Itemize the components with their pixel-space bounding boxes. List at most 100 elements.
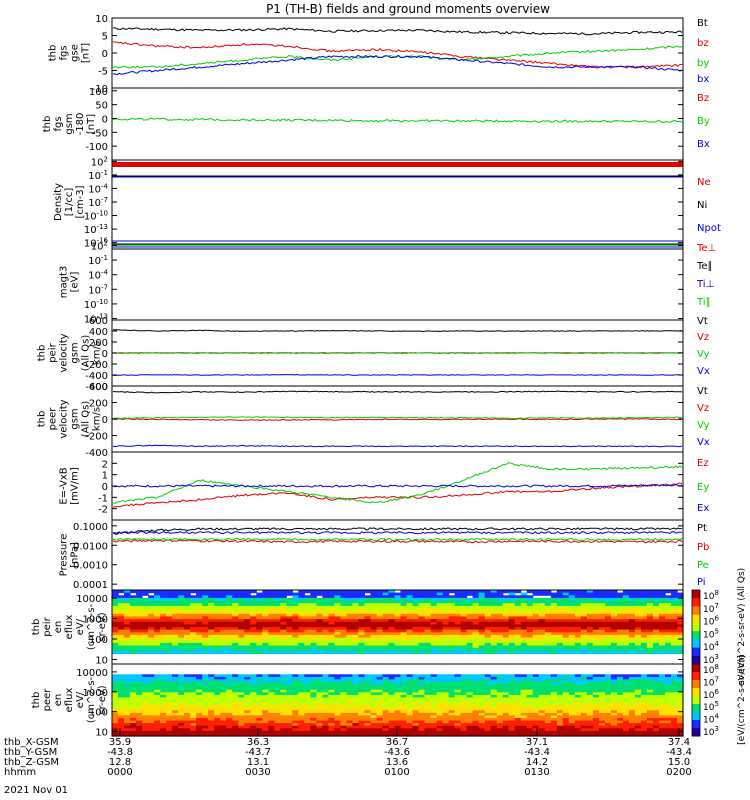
- heatmap-cell: [472, 700, 480, 704]
- heatmap-cell: [412, 676, 420, 681]
- heatmap-cell: [262, 611, 269, 615]
- heatmap-cell: [118, 694, 125, 699]
- heatmap-cell: [580, 619, 588, 623]
- heatmap-cell: [604, 707, 612, 711]
- heatmap-cell: [262, 619, 269, 623]
- heatmap-cell: [586, 705, 594, 709]
- heatmap-cell: [580, 702, 588, 706]
- heatmap-cell: [671, 733, 678, 737]
- heatmap-cell: [322, 712, 329, 717]
- heatmap-cell: [544, 640, 552, 644]
- heatmap-cell: [148, 645, 155, 649]
- heatmap-cell: [262, 640, 269, 644]
- heatmap-cell: [430, 694, 438, 699]
- heatmap-cell: [154, 674, 161, 678]
- heatmap-cell: [250, 730, 257, 735]
- heatmap-cell: [208, 634, 215, 639]
- heatmap-cell: [490, 674, 498, 678]
- heatmap-cell: [208, 676, 215, 681]
- heatmap-cell: [388, 730, 396, 735]
- heatmap-cell: [496, 707, 504, 711]
- heatmap-cell: [202, 682, 209, 686]
- heatmap-cell: [520, 715, 528, 719]
- heatmap-cell: [502, 697, 510, 701]
- heatmap-cell: [172, 597, 179, 602]
- heatmap-cell: [286, 718, 293, 722]
- heatmap-cell: [202, 700, 209, 704]
- heatmap-cell: [406, 676, 414, 681]
- heatmap-cell: [616, 642, 624, 647]
- heatmap-cell: [316, 676, 323, 681]
- heatmap-cell: [304, 679, 311, 683]
- heatmap-cell: [346, 616, 353, 620]
- heatmap-cell: [208, 613, 215, 617]
- panel-frame: [111, 17, 684, 89]
- heatmap-cell: [358, 619, 365, 623]
- heatmap-cell: [448, 637, 456, 641]
- heatmap-cell: [244, 597, 251, 602]
- heatmap-cell: [424, 684, 432, 688]
- heatmap-cell: [568, 710, 576, 714]
- heatmap-cell: [238, 720, 245, 724]
- heatmap-cell: [376, 640, 384, 644]
- heatmap-cell: [322, 616, 329, 620]
- heatmap-cell: [214, 674, 221, 678]
- heatmap-cell: [436, 629, 444, 633]
- heatmap-cell: [370, 645, 378, 649]
- heatmap-cell: [550, 650, 558, 654]
- heatmap-cell: [328, 710, 335, 714]
- heatmap-cell: [334, 684, 341, 688]
- xaxis-value: 0030: [245, 767, 270, 778]
- heatmap-cell: [628, 728, 636, 732]
- heatmap-cell: [124, 621, 131, 625]
- heatmap-cell: [640, 682, 648, 686]
- heatmap-cell: [376, 597, 384, 602]
- heatmap-cell: [442, 725, 450, 729]
- heatmap-cell: [268, 597, 275, 602]
- heatmap-cell: [418, 674, 426, 678]
- colorbar-segment: [692, 614, 700, 624]
- heatmap-cell: [442, 642, 450, 647]
- heatmap-cell: [418, 640, 426, 644]
- heatmap-cell: [610, 613, 618, 617]
- heatmap-cell: [238, 605, 245, 610]
- heatmap-cell: [460, 650, 468, 654]
- heatmap-cell: [280, 637, 287, 641]
- heatmap-cell: [190, 694, 197, 699]
- heatmap-cell: [172, 689, 179, 693]
- heatmap-cell: [484, 608, 492, 612]
- heatmap-cell: [184, 676, 191, 681]
- heatmap-cell: [610, 687, 618, 691]
- heatmap-cell: [592, 634, 600, 639]
- heatmap-cell: [262, 674, 269, 678]
- heatmap-cell: [424, 702, 432, 706]
- heatmap-cell: [556, 597, 564, 602]
- heatmap-cell: [298, 605, 305, 610]
- heatmap-cell: [610, 674, 618, 678]
- heatmap-cell: [574, 687, 582, 691]
- heatmap-cell: [124, 702, 131, 706]
- heatmap-cell: [244, 611, 251, 615]
- heatmap-cell: [334, 629, 341, 633]
- heatmap-cell: [346, 715, 353, 719]
- heatmap-cell: [472, 684, 480, 688]
- heatmap-cell: [214, 650, 221, 654]
- heatmap-cell: [646, 712, 654, 717]
- heatmap-cell: [238, 613, 245, 617]
- heatmap-cell: [604, 608, 612, 612]
- heatmap-cell: [280, 718, 287, 722]
- heatmap-cell: [250, 679, 257, 683]
- heatmap-cell: [268, 689, 275, 693]
- heatmap-cell: [130, 621, 137, 625]
- heatmap-cell: [574, 645, 582, 649]
- heatmap-cell: [532, 648, 540, 652]
- heatmap-cell: [292, 707, 299, 711]
- heatmap-cell: [430, 733, 438, 737]
- heatmap-cell: [568, 728, 576, 732]
- heatmap-cell: [556, 627, 564, 631]
- heatmap-cell: [646, 687, 654, 691]
- heatmap-cell: [586, 645, 594, 649]
- heatmap-cell: [622, 674, 630, 678]
- heatmap-cell: [286, 640, 293, 644]
- heatmap-cell: [532, 710, 540, 714]
